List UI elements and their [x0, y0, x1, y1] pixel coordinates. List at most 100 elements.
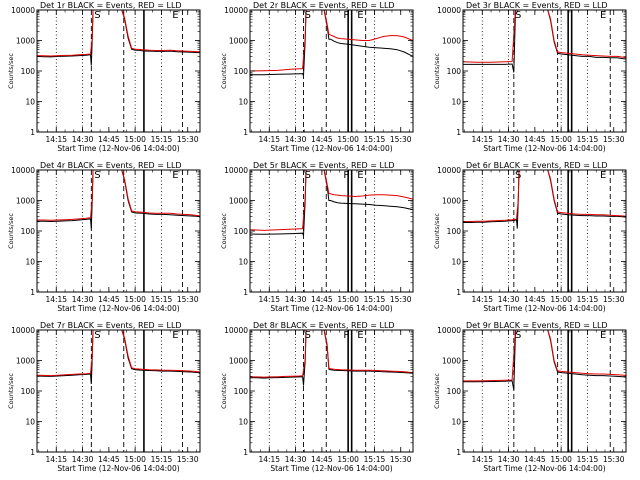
- y-tick-label: 1000: [229, 357, 248, 366]
- x-tick-label: 15:15: [577, 295, 599, 304]
- x-tick-label: 15:00: [337, 135, 359, 144]
- x-tick-label: 15:00: [337, 295, 359, 304]
- y-tick-label: 10: [238, 98, 248, 107]
- lld-series-line: [463, 170, 626, 222]
- y-tick-label: 1000: [229, 197, 248, 206]
- interval-marker-label: E: [172, 330, 178, 341]
- y-tick-label: 10000: [224, 326, 248, 335]
- y-axis-label: Counts/sec: [220, 53, 228, 89]
- y-tick-label: 10: [238, 418, 248, 427]
- plot-frame: [462, 329, 627, 453]
- events-series-line: [250, 170, 413, 236]
- interval-marker-label: P: [343, 170, 349, 181]
- y-axis-label: Counts/sec: [7, 213, 15, 249]
- x-tick-label: 14:15: [471, 295, 493, 304]
- y-tick-label: 10: [451, 98, 461, 107]
- lld-series-line: [463, 10, 626, 63]
- x-tick-label: 14:15: [258, 455, 280, 464]
- panel-title: Det 4r BLACK = Events, RED = LLD: [40, 161, 182, 170]
- interval-marker-label: S: [305, 10, 311, 21]
- x-axis-label: Start Time (12-Nov-06 14:04:00): [57, 464, 179, 473]
- interval-marker-label: P: [343, 10, 349, 21]
- x-tick-label: 15:30: [177, 135, 199, 144]
- x-tick-label: 14:30: [72, 135, 94, 144]
- x-tick-label: 14:30: [498, 295, 520, 304]
- y-tick-label: 100: [234, 67, 249, 76]
- y-tick-label: 1000: [229, 37, 248, 46]
- plot-frame: [249, 169, 414, 293]
- panel-title: Det 9r BLACK = Events, RED = LLD: [466, 321, 608, 330]
- y-tick-label: 10000: [11, 6, 35, 15]
- x-tick-label: 14:45: [98, 135, 120, 144]
- x-tick-label: 15:15: [577, 135, 599, 144]
- y-tick-label: 10: [25, 258, 35, 267]
- x-tick-label: 15:30: [177, 295, 199, 304]
- x-tick-label: 14:45: [524, 295, 546, 304]
- interval-marker-label: E: [357, 170, 363, 181]
- lld-series-line: [463, 330, 626, 382]
- x-tick-label: 15:00: [124, 295, 146, 304]
- lld-series-line: [250, 10, 413, 72]
- interval-marker-label: S: [94, 10, 100, 21]
- x-tick-label: 14:45: [524, 135, 546, 144]
- y-tick-label: 1: [243, 448, 248, 457]
- interval-marker-label: E: [172, 170, 178, 181]
- y-axis-label: Counts/sec: [433, 53, 441, 89]
- x-tick-label: 15:15: [364, 135, 386, 144]
- events-series-line: [463, 330, 626, 390]
- x-axis-label: Start Time (12-Nov-06 14:04:00): [270, 304, 392, 313]
- x-tick-label: 15:30: [603, 135, 625, 144]
- plot-frame: [36, 169, 201, 293]
- y-tick-label: 10000: [437, 166, 461, 175]
- x-tick-label: 15:00: [550, 135, 572, 144]
- x-tick-label: 14:15: [45, 455, 67, 464]
- y-tick-label: 100: [447, 387, 462, 396]
- y-tick-label: 1: [243, 288, 248, 297]
- lld-series-line: [250, 330, 413, 378]
- plot-frame: [249, 329, 414, 453]
- interval-marker-label: S: [515, 330, 521, 341]
- x-tick-label: 15:00: [124, 455, 146, 464]
- panel-title: Det 3r BLACK = Events, RED = LLD: [466, 1, 608, 10]
- x-tick-label: 14:30: [285, 455, 307, 464]
- y-tick-label: 1: [30, 128, 35, 137]
- x-tick-label: 15:15: [577, 455, 599, 464]
- events-series-line: [250, 10, 413, 76]
- x-tick-label: 15:15: [151, 135, 173, 144]
- x-tick-label: 14:15: [471, 455, 493, 464]
- y-axis-label: Counts/sec: [220, 373, 228, 409]
- y-tick-label: 1: [456, 448, 461, 457]
- interval-marker-label: E: [600, 330, 606, 341]
- events-series-line: [463, 10, 626, 73]
- x-tick-label: 15:30: [390, 135, 412, 144]
- x-tick-label: 15:00: [337, 455, 359, 464]
- x-tick-label: 14:45: [98, 295, 120, 304]
- x-tick-label: 15:30: [390, 455, 412, 464]
- x-tick-label: 14:45: [311, 135, 333, 144]
- interval-marker-label: E: [172, 10, 178, 21]
- lld-series-line: [250, 170, 413, 231]
- y-tick-label: 10: [25, 418, 35, 427]
- y-tick-label: 1000: [442, 37, 461, 46]
- x-tick-label: 15:30: [390, 295, 412, 304]
- x-tick-label: 14:30: [498, 135, 520, 144]
- x-axis-label: Start Time (12-Nov-06 14:04:00): [483, 304, 605, 313]
- interval-marker-label: S: [94, 330, 100, 341]
- y-axis-label: Counts/sec: [7, 53, 15, 89]
- x-tick-label: 15:00: [124, 135, 146, 144]
- y-tick-label: 100: [447, 67, 462, 76]
- y-tick-label: 10000: [437, 326, 461, 335]
- x-tick-label: 14:45: [98, 455, 120, 464]
- x-axis-label: Start Time (12-Nov-06 14:04:00): [57, 304, 179, 313]
- y-tick-label: 10000: [224, 6, 248, 15]
- x-axis-label: Start Time (12-Nov-06 14:04:00): [270, 144, 392, 153]
- y-axis-label: Counts/sec: [7, 373, 15, 409]
- y-tick-label: 1: [456, 128, 461, 137]
